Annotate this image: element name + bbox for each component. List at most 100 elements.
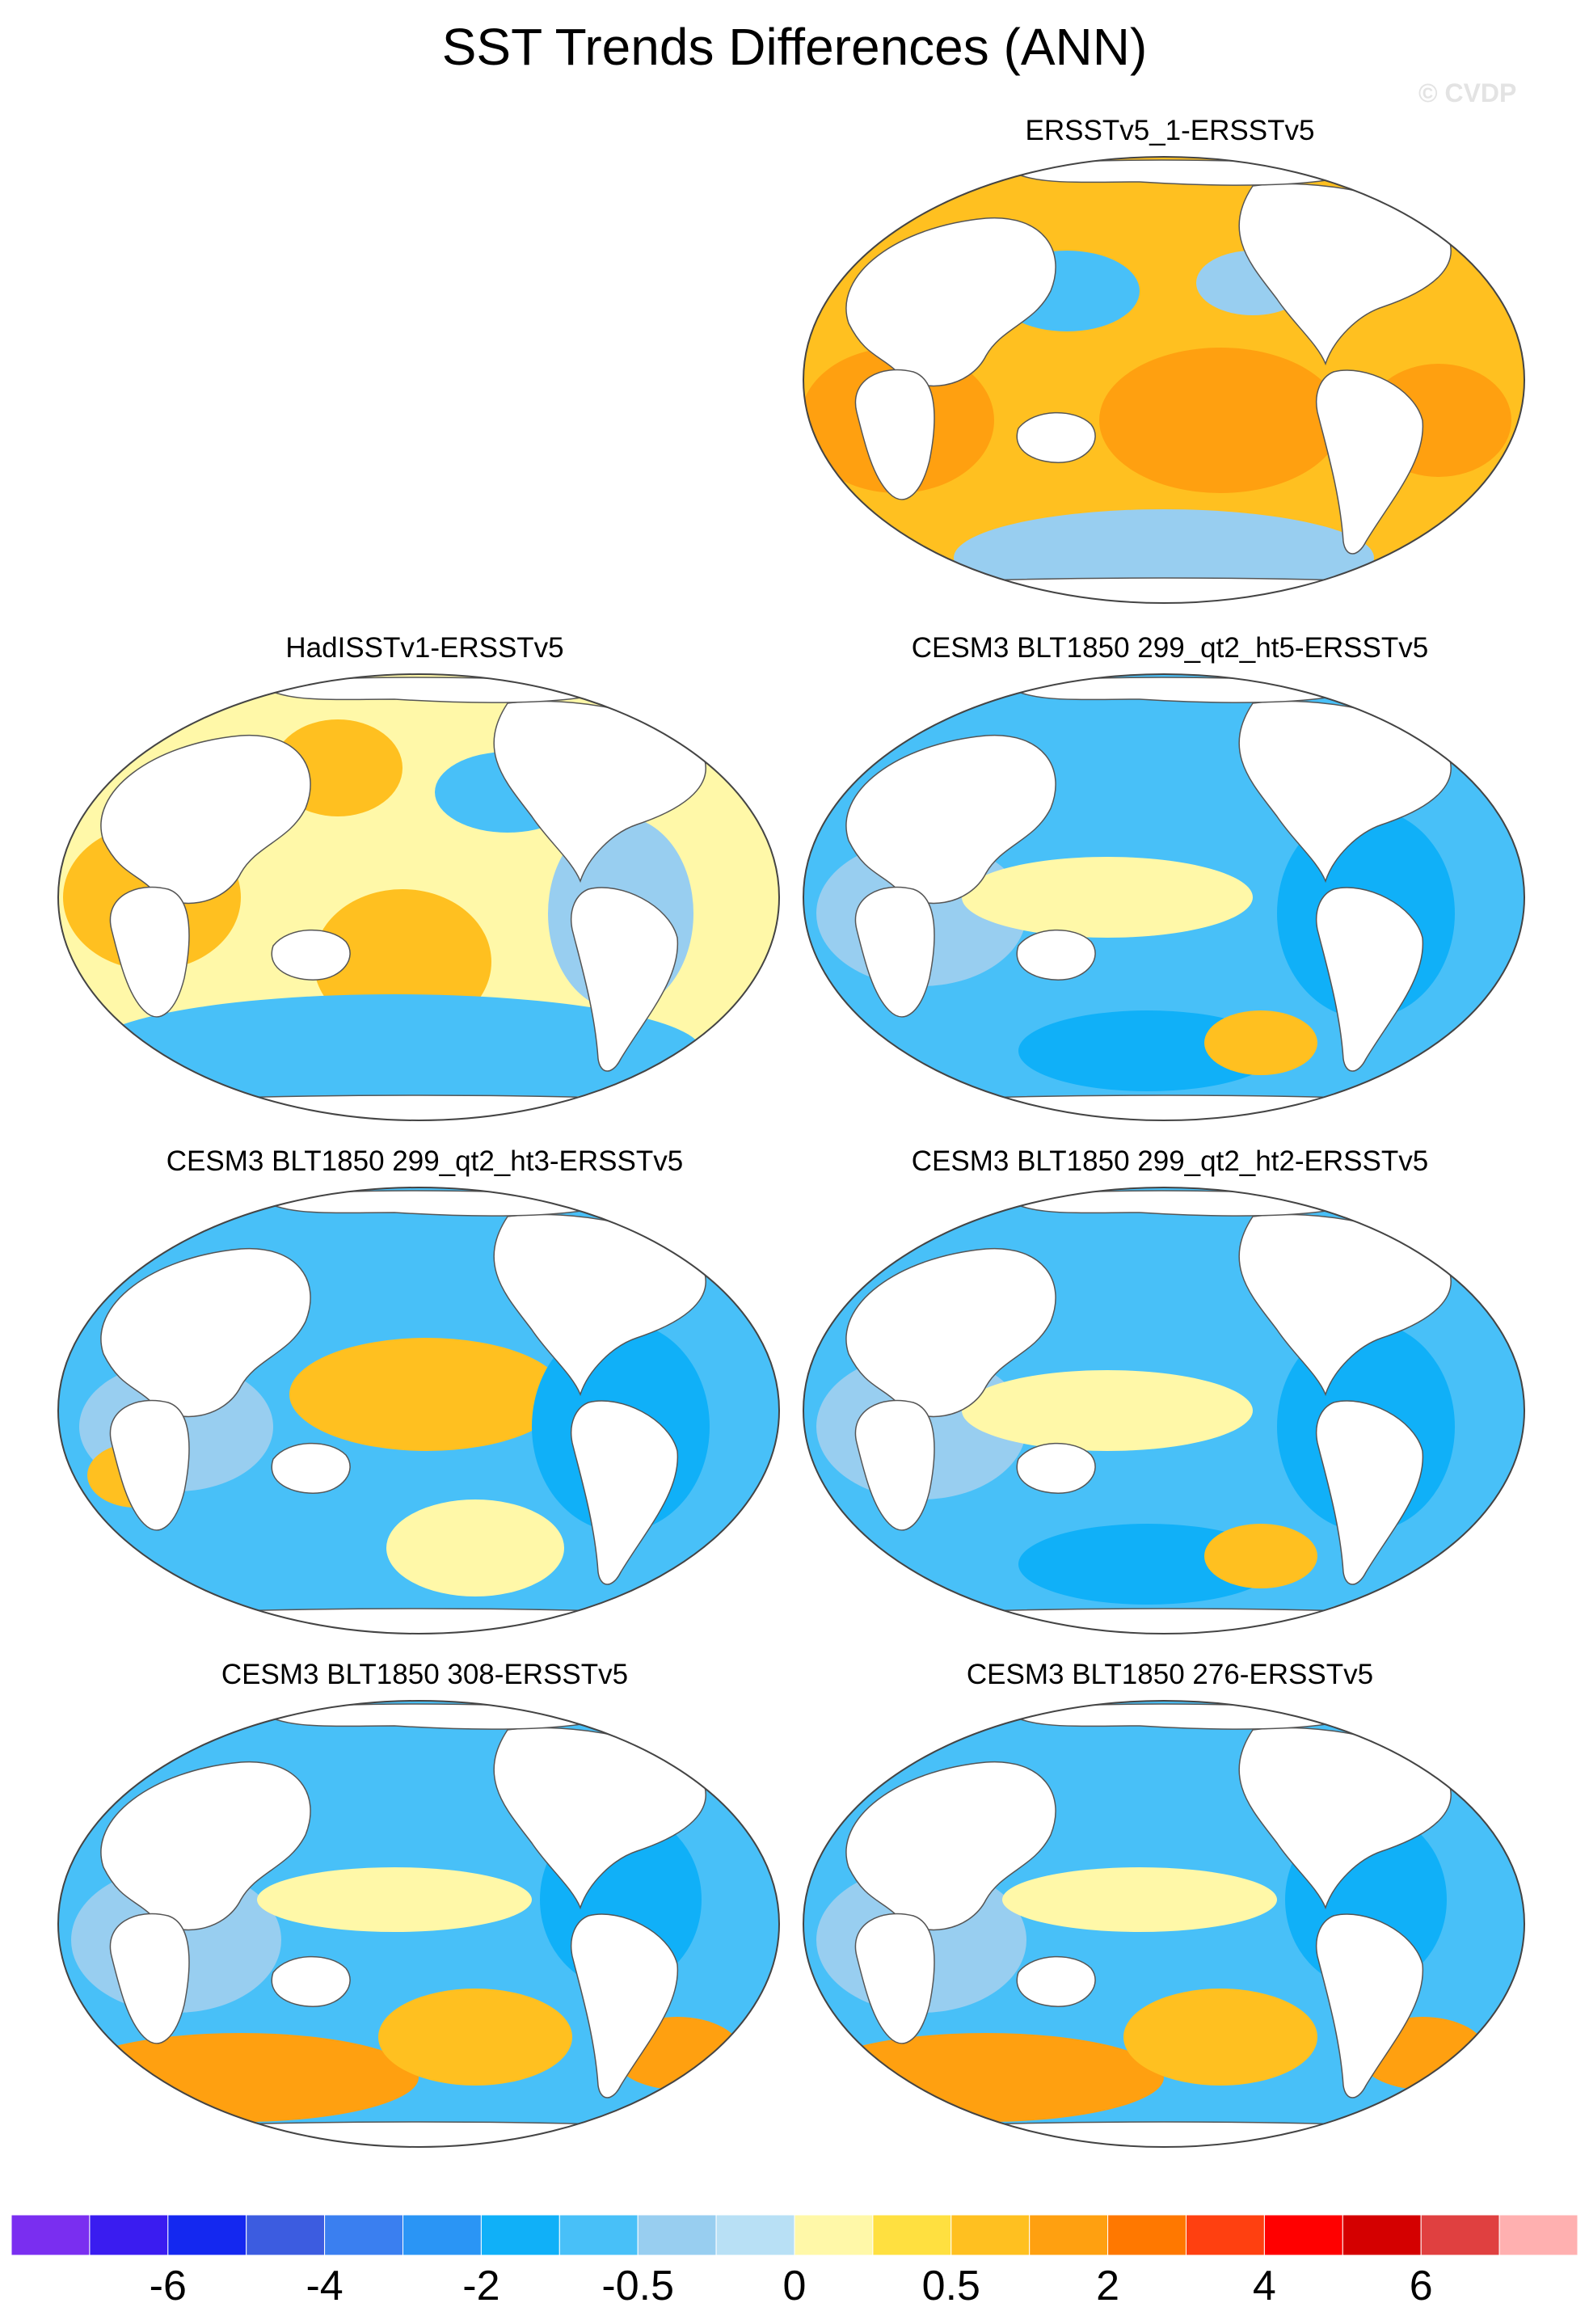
antarctica-landmass xyxy=(58,2121,779,2147)
global-map xyxy=(803,1700,1525,2148)
colorbar-tick-label: 0 xyxy=(782,2263,807,2309)
africa-landmass xyxy=(854,1913,935,2044)
colorbar-tick-label: 6 xyxy=(1409,2263,1433,2309)
colorbar-swatch xyxy=(1186,2215,1265,2255)
arctic-landmass xyxy=(255,677,623,703)
australia-landmass xyxy=(1016,1955,1096,2007)
panel-title: CESM3 BLT1850 299_qt2_ht2-ERSSTv5 xyxy=(911,1145,1429,1177)
australia-landmass xyxy=(271,1442,351,1494)
africa-landmass xyxy=(109,1913,190,2044)
colorbar xyxy=(11,2215,1578,2255)
map-outline xyxy=(57,1187,780,1634)
panel-title: HadISSTv1-ERSSTv5 xyxy=(285,632,564,664)
arctic-landmass xyxy=(255,1190,623,1217)
colorbar-swatch xyxy=(403,2215,482,2255)
arctic-landmass xyxy=(1001,159,1368,186)
colorbar-swatch xyxy=(1263,2215,1343,2255)
africa-landmass xyxy=(854,369,935,500)
map-outline xyxy=(803,1187,1525,1634)
colorbar-tick-label: 2 xyxy=(1096,2263,1120,2309)
antarctica-landmass xyxy=(803,1608,1524,1634)
global-map xyxy=(803,1187,1525,1634)
south-america-landmass xyxy=(571,1400,679,1585)
panel-title: CESM3 BLT1850 299_qt2_ht3-ERSSTv5 xyxy=(166,1145,684,1177)
colorbar-swatch xyxy=(1342,2215,1422,2255)
map-outline xyxy=(57,1700,780,2148)
colorbar-swatch xyxy=(480,2215,560,2255)
page-title: SST Trends Differences (ANN) xyxy=(441,18,1148,76)
global-map xyxy=(803,673,1525,1121)
anomaly-region xyxy=(962,1370,1253,1451)
africa-landmass xyxy=(854,1399,935,1531)
colorbar-tick-label: 0.5 xyxy=(921,2263,980,2309)
antarctica-landmass xyxy=(58,1608,779,1634)
map-outline xyxy=(803,673,1525,1121)
map-outline xyxy=(57,673,780,1121)
anomaly-region xyxy=(87,994,702,1107)
colorbar-swatch xyxy=(1029,2215,1109,2255)
panel-title: CESM3 BLT1850 308-ERSSTv5 xyxy=(221,1659,629,1690)
colorbar-swatch xyxy=(558,2215,639,2255)
anomaly-region xyxy=(289,1338,564,1451)
arctic-landmass xyxy=(1001,1190,1368,1217)
anomaly-region xyxy=(1123,1989,1317,2086)
africa-landmass xyxy=(854,886,935,1018)
colorbar-swatch xyxy=(950,2215,1031,2255)
colorbar-swatch xyxy=(637,2215,717,2255)
australia-landmass xyxy=(1016,1442,1096,1494)
anomaly-region xyxy=(1099,348,1342,493)
australia-landmass xyxy=(1016,411,1096,463)
arctic-landmass xyxy=(1001,677,1368,703)
map-outline xyxy=(803,1700,1525,2148)
anomaly-region xyxy=(257,1867,532,1932)
colorbar-swatch xyxy=(246,2215,326,2255)
colorbar-swatch xyxy=(167,2215,247,2255)
australia-landmass xyxy=(271,929,351,981)
colorbar-swatch xyxy=(324,2215,404,2255)
colorbar-swatch xyxy=(1107,2215,1186,2255)
south-america-landmass xyxy=(571,1913,679,2098)
colorbar-swatch xyxy=(89,2215,169,2255)
africa-landmass xyxy=(109,886,190,1018)
south-america-landmass xyxy=(1316,1913,1424,2098)
global-map xyxy=(803,156,1525,604)
colorbar-tick-label: -2 xyxy=(462,2263,500,2309)
south-america-landmass xyxy=(1316,887,1424,1072)
colorbar-swatch xyxy=(1498,2215,1578,2255)
arctic-landmass xyxy=(1001,1703,1368,1730)
antarctica-landmass xyxy=(803,577,1524,603)
global-map xyxy=(57,1187,780,1634)
colorbar-tick-label: 4 xyxy=(1252,2263,1276,2309)
south-america-landmass xyxy=(1316,1400,1424,1585)
panel-title: ERSSTv5_1-ERSSTv5 xyxy=(1025,115,1315,146)
map-outline xyxy=(803,156,1525,604)
colorbar-labels: -6 -4 -2 -0.5 0 0.5 2 4 6 xyxy=(11,2259,1578,2316)
colorbar-swatch xyxy=(715,2215,795,2255)
anomaly-region xyxy=(1204,1010,1317,1075)
colorbar-tick-label: -0.5 xyxy=(601,2263,674,2309)
antarctica-landmass xyxy=(803,1095,1524,1120)
anomaly-region xyxy=(386,1499,564,1596)
anomaly-region xyxy=(1204,1524,1317,1588)
south-america-landmass xyxy=(1316,369,1424,555)
global-map xyxy=(57,673,780,1121)
colorbar-swatch xyxy=(1420,2215,1500,2255)
colorbar-swatch xyxy=(794,2215,874,2255)
anomaly-region xyxy=(962,857,1253,938)
panel-title: CESM3 BLT1850 276-ERSSTv5 xyxy=(966,1659,1374,1690)
anomaly-region xyxy=(1002,1867,1277,1932)
arctic-landmass xyxy=(255,1703,623,1730)
colorbar-tick-label: -6 xyxy=(149,2263,187,2309)
australia-landmass xyxy=(1016,929,1096,981)
colorbar-tick-label: -4 xyxy=(306,2263,344,2309)
south-america-landmass xyxy=(571,887,679,1072)
global-map xyxy=(57,1700,780,2148)
watermark: © CVDP xyxy=(1418,78,1517,108)
anomaly-region xyxy=(378,1989,572,2086)
colorbar-swatch xyxy=(872,2215,952,2255)
antarctica-landmass xyxy=(803,2121,1524,2147)
colorbar-swatch xyxy=(11,2215,91,2255)
australia-landmass xyxy=(271,1955,351,2007)
africa-landmass xyxy=(109,1399,190,1531)
antarctica-landmass xyxy=(58,1095,779,1120)
